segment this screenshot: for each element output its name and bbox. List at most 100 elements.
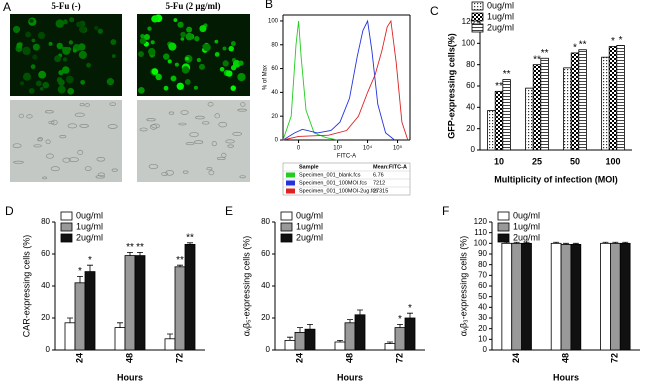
cell xyxy=(185,32,194,41)
cell xyxy=(148,47,156,56)
fluorescence-image xyxy=(137,14,250,96)
bar xyxy=(601,56,610,151)
cell xyxy=(214,113,220,119)
cell xyxy=(28,88,35,94)
legend-swatch xyxy=(60,233,73,243)
y-tick-label: 80 xyxy=(271,42,278,48)
cell xyxy=(106,78,115,86)
bar xyxy=(532,64,542,151)
significance: * xyxy=(398,314,402,325)
bar xyxy=(294,331,306,351)
cell xyxy=(48,41,53,46)
cell xyxy=(202,43,211,52)
cell xyxy=(198,63,206,70)
panel-label: D xyxy=(5,204,14,218)
cell xyxy=(18,113,24,119)
cell xyxy=(65,75,74,84)
y-tick-label: 20 xyxy=(466,124,475,133)
cell xyxy=(202,121,210,125)
significance: ** xyxy=(541,48,549,59)
cell xyxy=(163,85,169,91)
significance: * xyxy=(88,255,92,266)
error-bar xyxy=(387,341,393,344)
cell xyxy=(230,65,237,71)
error-bar xyxy=(347,319,353,323)
cell xyxy=(161,171,169,176)
bar xyxy=(344,322,356,351)
cell xyxy=(48,120,55,125)
bar xyxy=(494,90,504,151)
legend-mean: 6.76 xyxy=(373,172,384,178)
cell xyxy=(230,85,236,91)
error-bar xyxy=(77,276,83,283)
error-bar xyxy=(187,242,193,245)
x-axis-label: Hours xyxy=(337,372,363,382)
cell xyxy=(111,168,118,172)
legend-swatch xyxy=(286,172,295,178)
legend-mean: 7212 xyxy=(373,180,385,186)
legend-swatch xyxy=(497,233,510,243)
cell xyxy=(226,70,233,77)
bar xyxy=(74,282,86,351)
y-axis-label: αᵥβ₃-expressing cells (%) xyxy=(458,236,468,336)
cell xyxy=(51,119,58,126)
cell xyxy=(72,48,77,53)
legend-swatch xyxy=(286,180,295,186)
cell xyxy=(97,28,104,34)
significance: ** xyxy=(503,69,511,80)
cell xyxy=(26,114,33,119)
y-tick-label: 0 xyxy=(483,345,488,354)
cell xyxy=(214,39,219,44)
cell xyxy=(182,170,189,174)
x-tick-label: 25 xyxy=(532,156,542,166)
cell xyxy=(195,115,205,120)
cell xyxy=(42,81,50,89)
cell xyxy=(22,72,32,81)
cell xyxy=(62,57,68,62)
cell xyxy=(31,38,36,43)
legend-swatch xyxy=(60,211,73,221)
legend-label: 0ug/ml xyxy=(487,0,514,10)
cell xyxy=(80,79,86,85)
cell xyxy=(178,122,187,126)
significance: ** xyxy=(533,54,541,65)
legend-label: Specimen_001_blank.fcs xyxy=(299,172,361,178)
error-bar xyxy=(67,317,73,323)
error-bar xyxy=(563,242,569,245)
cell xyxy=(45,139,51,145)
fluorescence-image xyxy=(10,14,122,96)
y-tick-label: 60 xyxy=(261,249,270,258)
y-tick-label: 20 xyxy=(261,313,270,322)
cell xyxy=(222,46,227,51)
cell xyxy=(150,40,155,45)
bar xyxy=(570,52,580,151)
bar xyxy=(174,266,186,351)
bar xyxy=(384,343,396,351)
error-bar xyxy=(297,327,303,333)
y-tick-label: 80 xyxy=(261,217,270,226)
x-tick-label: 24 xyxy=(511,353,521,363)
cell xyxy=(79,124,89,128)
legend-swatch xyxy=(497,211,510,221)
image-caption: 5-Fu (2 μg/ml) xyxy=(165,1,220,11)
y-tick-label: 20 xyxy=(271,114,278,120)
cell xyxy=(62,46,71,55)
legend-label: 2ug/ml xyxy=(487,22,514,32)
cell xyxy=(143,33,150,41)
bar xyxy=(525,87,534,151)
error-bar xyxy=(307,324,313,330)
error-bar xyxy=(397,324,403,328)
bar xyxy=(560,243,572,351)
cell xyxy=(139,127,148,132)
y-tick-label: 30 xyxy=(478,313,487,322)
legend-label: 0ug/ml xyxy=(76,210,103,220)
y-tick-label: 100 xyxy=(268,19,279,25)
cell xyxy=(110,39,117,45)
y-tick-label: 120 xyxy=(462,17,476,26)
x-tick-label: 10³ xyxy=(333,146,342,152)
cell xyxy=(78,50,87,59)
y-tick-label: 0 xyxy=(275,138,279,144)
legend-label: Specimen_001_100MOI.fcs xyxy=(299,180,367,186)
cell xyxy=(138,51,144,57)
error-bar xyxy=(137,252,143,256)
